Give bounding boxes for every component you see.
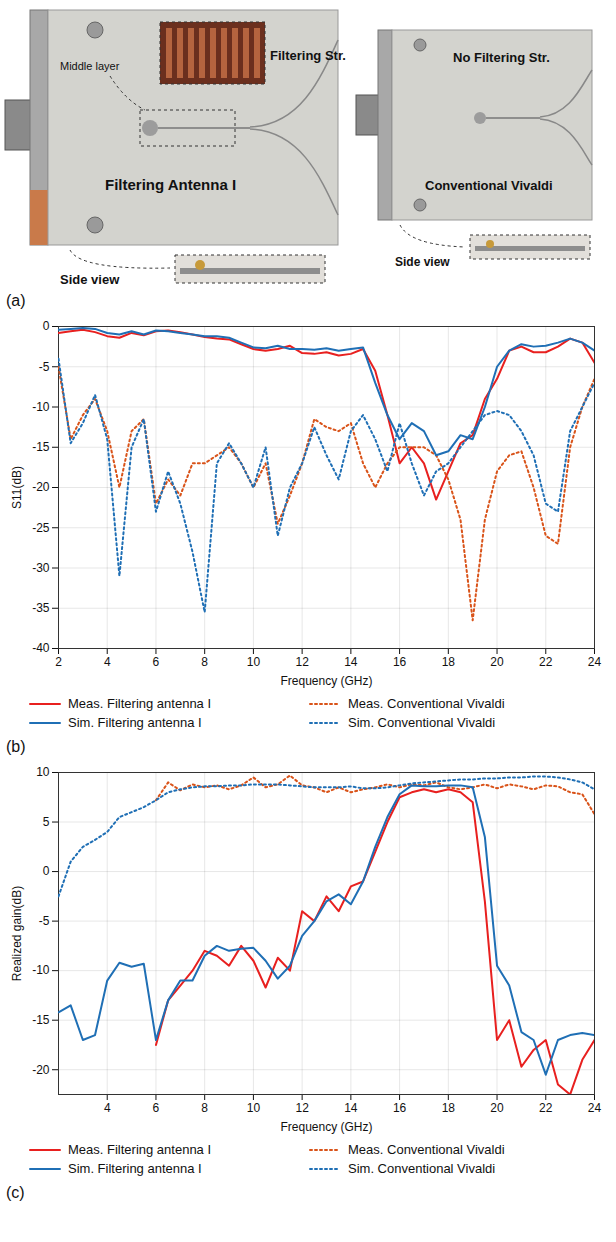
svg-text:-20: -20 — [32, 480, 50, 494]
svg-text:Middle layer: Middle layer — [60, 60, 120, 72]
svg-text:-35: -35 — [32, 601, 50, 615]
svg-text:-20: -20 — [32, 1063, 50, 1077]
html-text:(c): (c) — [6, 1184, 25, 1201]
html-text:Meas. Conventional Vivaldi: Meas. Conventional Vivaldi — [348, 696, 505, 711]
svg-text:0: 0 — [43, 864, 50, 878]
svg-text:24: 24 — [588, 655, 602, 669]
svg-text:No Filtering Str.: No Filtering Str. — [453, 50, 550, 65]
svg-text:Side view: Side view — [60, 272, 120, 287]
svg-text:Filtering Antenna I: Filtering Antenna I — [105, 176, 236, 193]
html-text:Meas. Conventional Vivaldi: Meas. Conventional Vivaldi — [348, 1142, 505, 1157]
svg-text:-5: -5 — [39, 914, 50, 928]
svg-text:S11(dB): S11(dB) — [10, 466, 24, 509]
svg-text:-30: -30 — [32, 561, 50, 575]
svg-text:Frequency (GHz): Frequency (GHz) — [280, 674, 372, 688]
svg-text:2: 2 — [55, 655, 62, 669]
svg-text:5: 5 — [43, 815, 50, 829]
svg-text:-25: -25 — [32, 521, 50, 535]
svg-text:10: 10 — [247, 1101, 261, 1115]
svg-text:8: 8 — [201, 655, 208, 669]
svg-text:-40: -40 — [32, 641, 50, 655]
svg-text:14: 14 — [344, 1101, 358, 1115]
svg-text:18: 18 — [442, 1101, 456, 1115]
svg-text:10: 10 — [36, 765, 50, 779]
svg-text:18: 18 — [442, 655, 456, 669]
svg-text:12: 12 — [295, 655, 309, 669]
svg-text:14: 14 — [344, 655, 358, 669]
svg-text:-10: -10 — [32, 963, 50, 977]
html-text:Sim. Conventional Vivaldi: Sim. Conventional Vivaldi — [348, 1161, 496, 1176]
svg-text:-15: -15 — [32, 1013, 50, 1027]
svg-text:4: 4 — [104, 1101, 111, 1115]
svg-text:Frequency (GHz): Frequency (GHz) — [280, 1120, 372, 1134]
svg-text:6: 6 — [153, 655, 160, 669]
svg-text:6: 6 — [153, 1101, 160, 1115]
svg-text:-10: -10 — [32, 400, 50, 414]
html-text:Sim. Filtering antenna I: Sim. Filtering antenna I — [68, 715, 202, 730]
html-text:(b): (b) — [6, 738, 26, 755]
svg-text:0: 0 — [43, 319, 50, 333]
svg-text:24: 24 — [588, 1101, 602, 1115]
svg-text:22: 22 — [539, 1101, 553, 1115]
svg-text:22: 22 — [539, 655, 553, 669]
html-text:Sim. Filtering antenna I: Sim. Filtering antenna I — [68, 1161, 202, 1176]
svg-text:16: 16 — [393, 655, 407, 669]
svg-text:-5: -5 — [39, 360, 50, 374]
html-text:(a): (a) — [6, 292, 26, 309]
svg-text:Conventional Vivaldi: Conventional Vivaldi — [425, 178, 553, 193]
svg-text:12: 12 — [295, 1101, 309, 1115]
svg-text:16: 16 — [393, 1101, 407, 1115]
svg-text:-15: -15 — [32, 440, 50, 454]
svg-text:8: 8 — [201, 1101, 208, 1115]
svg-text:Side view: Side view — [395, 255, 450, 269]
svg-text:Realized gain(dB): Realized gain(dB) — [10, 886, 24, 981]
html-text:Meas. Filtering antenna I: Meas. Filtering antenna I — [68, 1142, 212, 1157]
svg-text:4: 4 — [104, 655, 111, 669]
svg-text:20: 20 — [490, 1101, 504, 1115]
svg-text:Filtering Str.: Filtering Str. — [270, 48, 346, 63]
svg-text:10: 10 — [247, 655, 261, 669]
svg-text:20: 20 — [490, 655, 504, 669]
html-text:Meas. Filtering antenna I: Meas. Filtering antenna I — [68, 696, 212, 711]
html-text:Sim. Conventional Vivaldi: Sim. Conventional Vivaldi — [348, 715, 496, 730]
